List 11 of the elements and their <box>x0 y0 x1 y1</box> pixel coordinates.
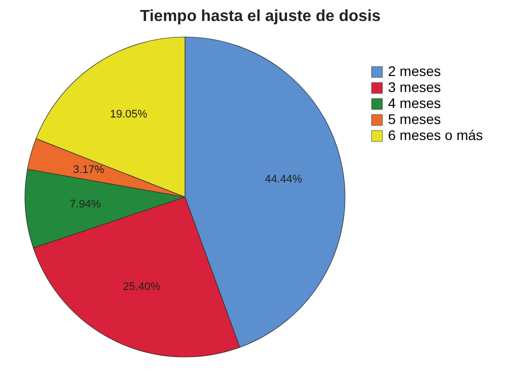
legend-label: 4 meses <box>388 95 441 111</box>
data-label: 44.44% <box>264 174 302 186</box>
data-label: 3.17% <box>73 164 105 176</box>
legend-label: 3 meses <box>388 79 441 95</box>
chart-title: Tiempo hasta el ajuste de dosis <box>140 8 381 25</box>
legend-label: 6 meses o más <box>388 127 483 143</box>
legend-label: 2 meses <box>388 63 441 79</box>
data-label: 7.94% <box>70 198 102 210</box>
data-label: 25.40% <box>122 281 160 294</box>
data-label: 19.05% <box>110 108 148 120</box>
legend-label: 5 meses <box>388 111 441 127</box>
